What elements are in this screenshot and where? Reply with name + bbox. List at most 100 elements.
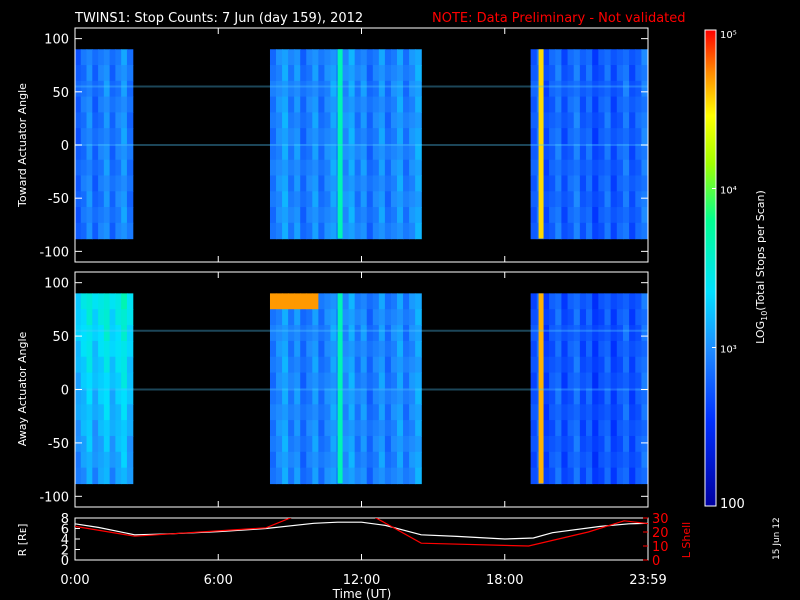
heatmap-cell (561, 340, 569, 358)
heatmap-cell (276, 112, 283, 129)
heatmap-cell (312, 65, 319, 82)
heatmap-cell (403, 404, 410, 421)
heatmap-cell (324, 191, 332, 208)
heatmap-cell (530, 388, 538, 405)
heatmap-cell (598, 143, 606, 161)
heatmap-cell (384, 96, 392, 113)
heatmap-cell (415, 435, 422, 453)
heatmap-cell (567, 356, 575, 374)
heatmap-cell (269, 112, 277, 129)
heatmap-cell (579, 388, 587, 405)
heatmap-cell (579, 293, 587, 310)
heatmap-cell (567, 309, 575, 326)
heatmap-cell (403, 420, 410, 437)
heatmap-cell (288, 207, 295, 224)
heatmap-cell (86, 435, 93, 453)
heatmap-cell (555, 80, 562, 98)
heatmap-cell (75, 143, 82, 161)
x-tick-label: 23:59 (629, 573, 666, 588)
heatmap-cell (409, 467, 416, 485)
heatmap-cell (282, 340, 289, 358)
heatmap-cell (372, 65, 380, 82)
heatmap-cell (610, 420, 618, 437)
heatmap-cell (121, 49, 128, 66)
heatmap-cell (360, 388, 368, 405)
heatmap-cell (384, 159, 392, 177)
heatmap-cell (415, 112, 422, 129)
heatmap-cell (115, 65, 122, 82)
heatmap-cell (549, 451, 556, 469)
heatmap-cell (360, 222, 368, 240)
heatmap-cell (592, 207, 599, 224)
heatmap-cell (126, 128, 134, 145)
heatmap-cell (573, 340, 581, 358)
heatmap-cell (366, 293, 374, 310)
heatmap-cell (384, 112, 392, 129)
heatmap-cell (282, 207, 289, 224)
heatmap-cell (598, 309, 606, 326)
heatmap-cell (126, 451, 134, 469)
heatmap-cell (598, 80, 606, 98)
heatmap-cell (567, 96, 575, 113)
heatmap-cell (354, 293, 362, 310)
heatmap-cell (98, 467, 105, 485)
heatmap-cell (306, 112, 313, 129)
heatmap-cell (561, 143, 569, 161)
heatmap-cell (269, 356, 277, 374)
heatmap-cell (549, 49, 556, 66)
heatmap-cell (80, 96, 88, 113)
heatmap-cell (75, 372, 82, 390)
heatmap-cell (75, 222, 82, 240)
heatmap-cell (306, 143, 313, 161)
heatmap-cell (561, 128, 569, 145)
heatmap-cell (103, 435, 111, 453)
heatmap-cell (616, 293, 624, 310)
heatmap-cell (324, 293, 332, 310)
heatmap-cell (80, 143, 88, 161)
heatmap-cell (103, 191, 111, 208)
heatmap-cell (573, 435, 581, 453)
heatmap-cell (318, 96, 326, 113)
heatmap-cell (641, 207, 649, 224)
heatmap-cell (126, 340, 134, 358)
heatmap-cell (342, 112, 350, 129)
heatmap-cell (103, 112, 111, 129)
heatmap-cell (80, 372, 88, 390)
heatmap-cell (75, 159, 82, 177)
heatmap-cell (622, 356, 630, 374)
heatmap-cell (542, 96, 550, 113)
heatmap-cell (103, 222, 111, 240)
heatmap-cell (121, 340, 128, 358)
heatmap-cell (354, 420, 362, 437)
heatmap-cell (567, 340, 575, 358)
heatmap-cell (396, 293, 404, 310)
heatmap-cell (384, 80, 392, 98)
heatmap-cell (126, 49, 134, 66)
heatmap-cell (92, 435, 99, 453)
heatmap-cell (549, 372, 556, 390)
heatmap-stripe (337, 49, 343, 239)
heatmap-cell (415, 191, 422, 208)
heatmap-cell (360, 356, 368, 374)
heatmap-cell (98, 159, 105, 177)
heatmap-cell (318, 128, 326, 145)
heatmap-cell (567, 325, 575, 342)
heatmap-cell (390, 175, 398, 192)
heatmap-cell (641, 404, 649, 421)
heatmap-cell (294, 309, 301, 326)
heatmap-cell (396, 143, 404, 161)
heatmap-cell (378, 420, 386, 437)
heatmap-cell (567, 143, 575, 161)
heatmap-cell (629, 191, 636, 208)
heatmap-cell (372, 175, 380, 192)
heatmap-cell (126, 65, 134, 82)
heatmap-cell (92, 96, 99, 113)
heatmap-cell (415, 372, 422, 390)
heatmap-cell (622, 451, 630, 469)
heatmap-cell (330, 191, 338, 208)
heatmap-cell (98, 96, 105, 113)
heatmap-cell (300, 451, 307, 469)
heatmap-cell (629, 65, 636, 82)
heatmap-cell (573, 65, 581, 82)
heatmap-cell (80, 159, 88, 177)
